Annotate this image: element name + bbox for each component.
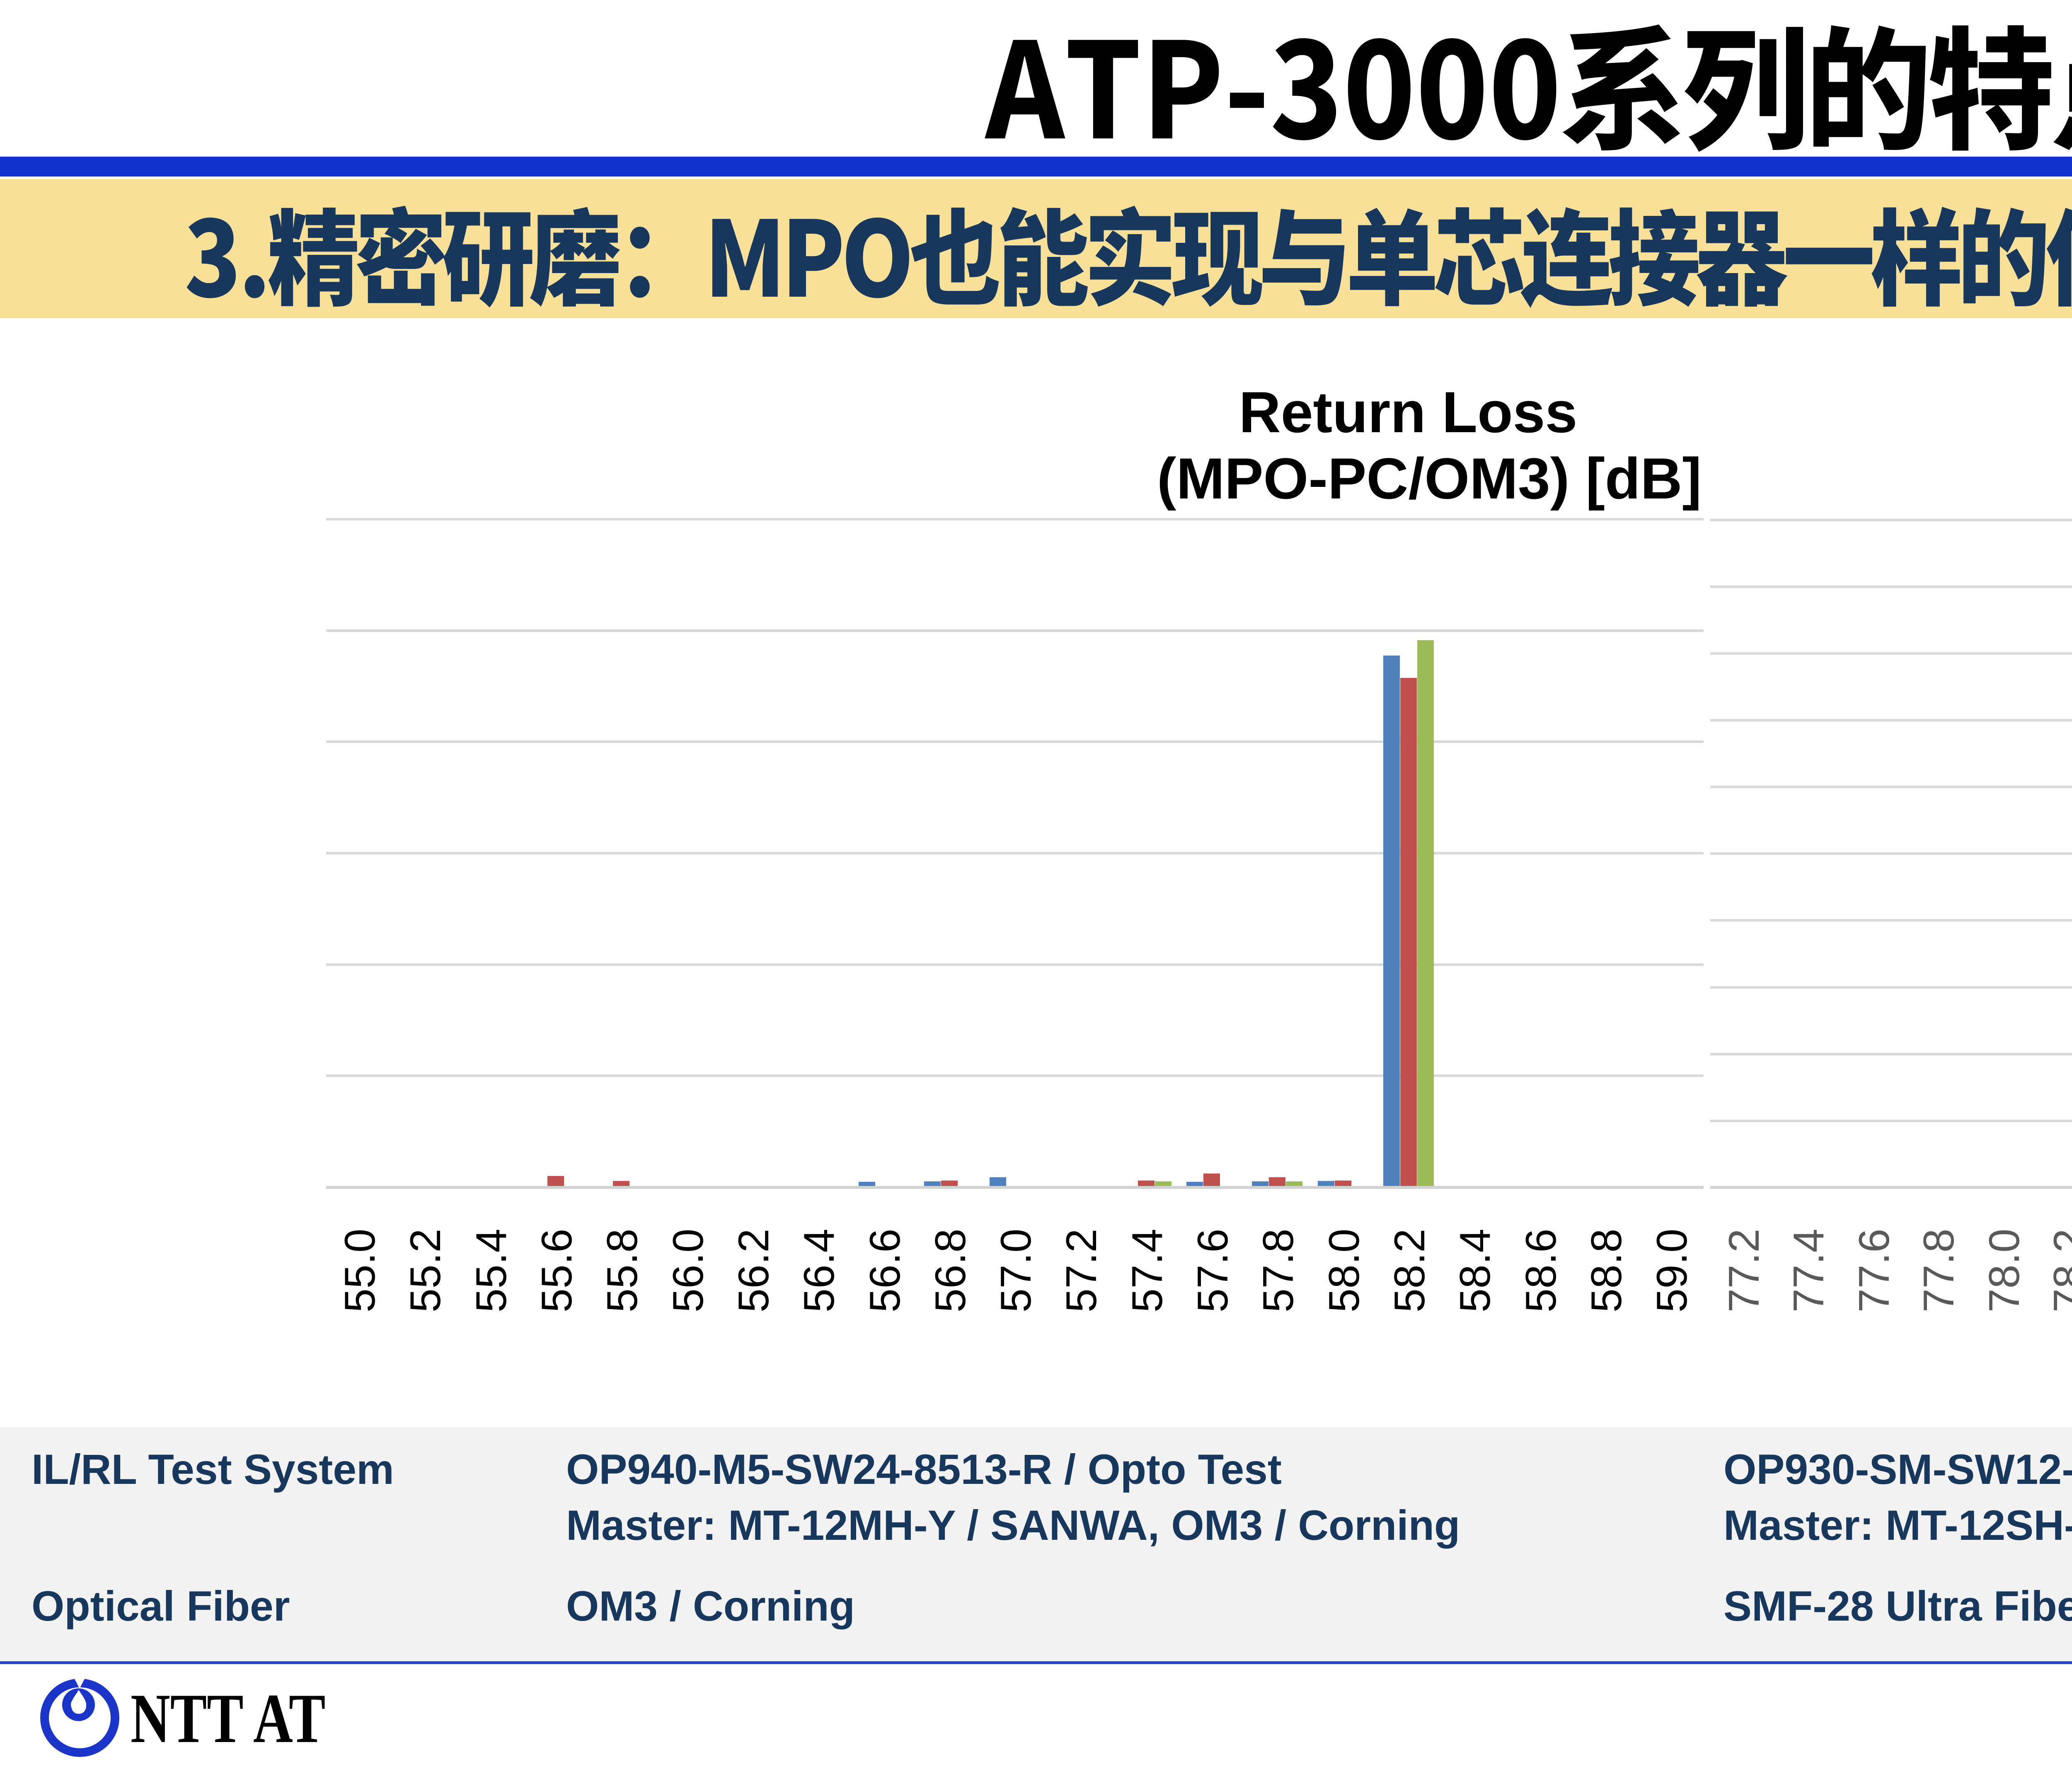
svg-text:56.6: 56.6	[861, 1229, 909, 1312]
svg-text:56.8: 56.8	[927, 1229, 975, 1312]
svg-text:57.8: 57.8	[1254, 1229, 1302, 1312]
svg-text:57.4: 57.4	[1123, 1229, 1172, 1312]
svg-text:58.2: 58.2	[1386, 1229, 1434, 1312]
svg-text:56.4: 56.4	[795, 1229, 843, 1312]
svg-text:(MPO-PC/OM3) [dB]: (MPO-PC/OM3) [dB]	[1157, 446, 1702, 511]
svg-text:56.0: 56.0	[664, 1229, 712, 1312]
svg-text:78.2: 78.2	[2045, 1229, 2072, 1312]
svg-text:77.2: 77.2	[1720, 1229, 1768, 1312]
svg-text:57.6: 57.6	[1189, 1229, 1237, 1312]
svg-text:58.0: 58.0	[1320, 1229, 1368, 1312]
svg-text:55.6: 55.6	[533, 1229, 581, 1312]
svg-text:59.0: 59.0	[1648, 1229, 1696, 1312]
svg-text:Return Loss: Return Loss	[1239, 380, 1578, 445]
svg-text:58.4: 58.4	[1451, 1229, 1499, 1312]
svg-text:58.8: 58.8	[1583, 1229, 1631, 1312]
svg-text:55.8: 55.8	[598, 1229, 646, 1312]
svg-text:77.6: 77.6	[1850, 1229, 1898, 1312]
svg-text:55.2: 55.2	[402, 1229, 450, 1312]
svg-text:56.2: 56.2	[730, 1229, 778, 1312]
svg-text:57.0: 57.0	[992, 1229, 1040, 1312]
svg-text:55.4: 55.4	[467, 1229, 516, 1312]
svg-text:77.4: 77.4	[1785, 1229, 1833, 1312]
svg-text:78.0: 78.0	[1980, 1229, 2028, 1312]
svg-text:55.0: 55.0	[336, 1229, 384, 1312]
svg-text:58.6: 58.6	[1517, 1229, 1565, 1312]
svg-text:77.8: 77.8	[1915, 1229, 1963, 1312]
svg-text:NTT AT: NTT AT	[131, 1679, 325, 1757]
svg-text:57.2: 57.2	[1058, 1229, 1106, 1312]
